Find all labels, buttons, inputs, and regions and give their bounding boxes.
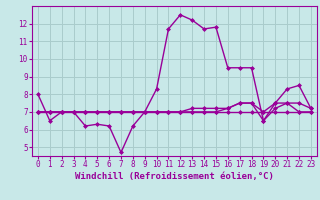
X-axis label: Windchill (Refroidissement éolien,°C): Windchill (Refroidissement éolien,°C) <box>75 172 274 181</box>
